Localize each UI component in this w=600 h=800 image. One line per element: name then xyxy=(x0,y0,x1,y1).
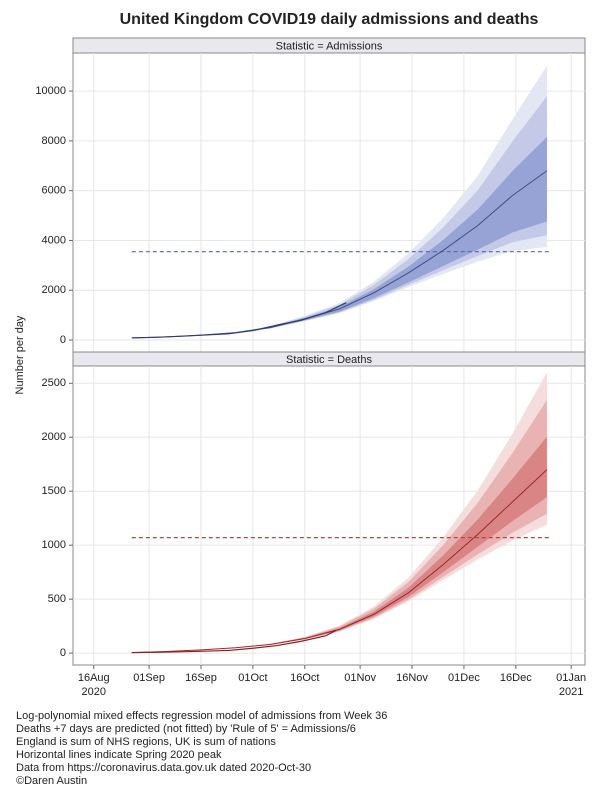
y-tick-label: 1000 xyxy=(42,539,66,551)
y-tick-label: 8000 xyxy=(42,135,66,147)
observed-line xyxy=(131,302,347,339)
observed-line xyxy=(131,629,337,654)
chart-title: United Kingdom COVID19 daily admissions … xyxy=(120,11,539,28)
x-tick-year: 2021 xyxy=(559,686,583,698)
x-tick-label: 01Oct xyxy=(238,672,267,684)
y-axis-label: Number per day xyxy=(14,315,26,394)
confidence-band xyxy=(131,96,547,339)
panel-label: Statistic = Admissions xyxy=(276,40,383,52)
y-tick-label: 1500 xyxy=(42,485,66,497)
y-tick-label: 2500 xyxy=(42,377,66,389)
y-tick-label: 500 xyxy=(48,593,66,605)
panel-label: Statistic = Deaths xyxy=(286,354,372,366)
x-tick-label: 16Nov xyxy=(396,672,428,684)
footnote: England is sum of NHS regions, UK is sum… xyxy=(16,736,276,748)
x-tick-label: 01Nov xyxy=(344,672,376,684)
y-tick-label: 2000 xyxy=(42,431,66,443)
footnote: Data from https://coronavirus.data.gov.u… xyxy=(16,762,311,774)
y-tick-label: 10000 xyxy=(35,85,66,97)
footnote: Deaths +7 days are predicted (not fitted… xyxy=(16,723,356,735)
confidence-band xyxy=(131,436,547,653)
confidence-band xyxy=(131,372,547,653)
y-tick-label: 0 xyxy=(60,334,66,346)
x-tick-label: 16Sep xyxy=(185,672,217,684)
x-tick-year: 2020 xyxy=(82,686,106,698)
confidence-band xyxy=(131,136,547,339)
footnote: Horizontal lines indicate Spring 2020 pe… xyxy=(16,749,222,761)
y-tick-label: 0 xyxy=(60,647,66,659)
x-tick-label: 16Oct xyxy=(290,672,319,684)
x-tick-label: 16Dec xyxy=(500,672,532,684)
confidence-band xyxy=(131,399,547,653)
footnote: ©Daren Austin xyxy=(16,775,87,787)
y-tick-label: 6000 xyxy=(42,185,66,197)
x-tick-label: 16Aug xyxy=(78,672,110,684)
footnote: Log-polynomial mixed effects regression … xyxy=(16,710,387,722)
x-tick-label: 01Dec xyxy=(448,672,480,684)
x-tick-label: 01Sep xyxy=(133,672,165,684)
y-tick-label: 2000 xyxy=(42,284,66,296)
fit-line xyxy=(131,469,548,654)
y-tick-label: 4000 xyxy=(42,234,66,246)
x-tick-label: 01Jan xyxy=(556,672,586,684)
